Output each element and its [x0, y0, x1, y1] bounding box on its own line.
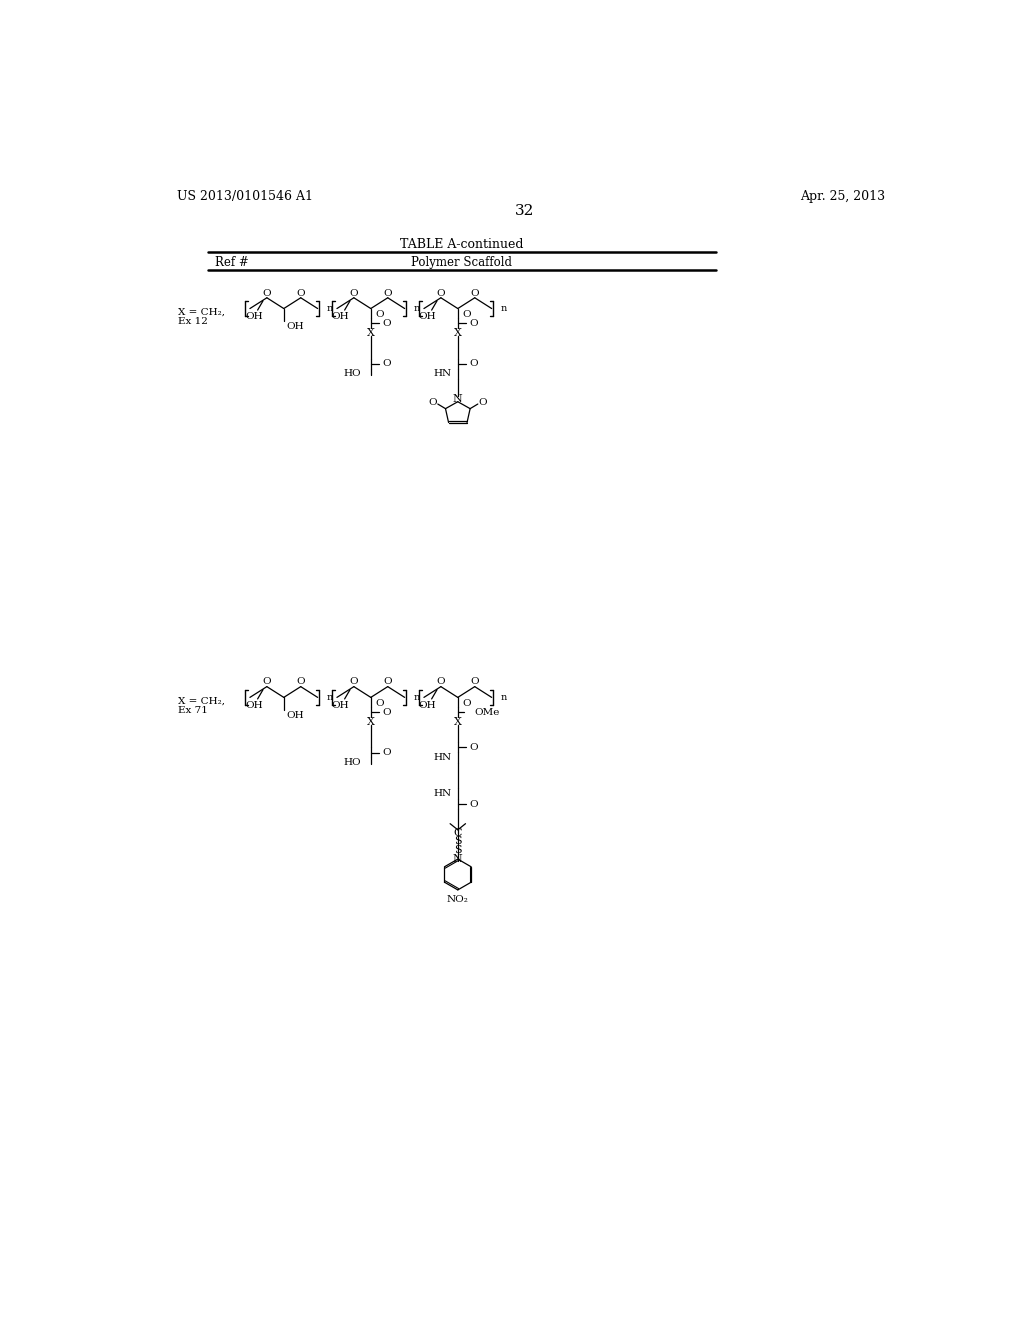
Text: n: n — [413, 693, 420, 702]
Text: S: S — [454, 845, 462, 855]
Text: US 2013/0101546 A1: US 2013/0101546 A1 — [177, 190, 312, 203]
Text: O: O — [296, 289, 305, 297]
Text: O: O — [469, 743, 478, 752]
Text: HO: HO — [344, 370, 361, 379]
Text: X: X — [454, 717, 462, 727]
Text: O: O — [383, 289, 392, 297]
Text: OH: OH — [287, 710, 304, 719]
Text: S: S — [454, 836, 462, 846]
Text: O: O — [349, 677, 358, 686]
Text: O: O — [469, 318, 478, 327]
Text: HN: HN — [433, 752, 452, 762]
Text: O: O — [429, 399, 437, 407]
Text: O: O — [349, 289, 358, 297]
Text: O: O — [436, 677, 445, 686]
Text: HO: HO — [344, 759, 361, 767]
Text: TABLE A-continued: TABLE A-continued — [400, 238, 523, 251]
Text: O: O — [382, 748, 391, 758]
Text: O: O — [382, 708, 391, 717]
Text: HN: HN — [433, 370, 452, 379]
Text: Ex 12: Ex 12 — [178, 317, 208, 326]
Text: n: n — [326, 693, 333, 702]
Text: C: C — [454, 828, 462, 838]
Text: n: n — [500, 693, 507, 702]
Text: n: n — [413, 304, 420, 313]
Text: O: O — [296, 677, 305, 686]
Text: X = CH₂,: X = CH₂, — [178, 308, 225, 317]
Text: Polymer Scaffold: Polymer Scaffold — [412, 256, 512, 269]
Text: NO₂: NO₂ — [446, 895, 469, 904]
Text: OMe: OMe — [475, 708, 500, 717]
Text: O: O — [376, 700, 384, 708]
Text: O: O — [469, 359, 478, 368]
Text: N: N — [453, 395, 463, 404]
Text: O: O — [463, 700, 471, 708]
Text: O: O — [383, 677, 392, 686]
Text: OH: OH — [246, 312, 263, 321]
Text: O: O — [262, 289, 271, 297]
Text: X: X — [367, 329, 375, 338]
Text: OH: OH — [287, 322, 304, 331]
Text: O: O — [436, 289, 445, 297]
Text: O: O — [463, 310, 471, 319]
Text: n: n — [326, 304, 333, 313]
Text: O: O — [478, 399, 486, 407]
Text: X: X — [367, 717, 375, 727]
Text: O: O — [376, 310, 384, 319]
Text: HN: HN — [433, 789, 452, 799]
Text: Ex 71: Ex 71 — [178, 706, 208, 715]
Text: n: n — [500, 304, 507, 313]
Text: 32: 32 — [515, 203, 535, 218]
Text: OH: OH — [418, 312, 436, 321]
Text: Apr. 25, 2013: Apr. 25, 2013 — [801, 190, 886, 203]
Text: OH: OH — [331, 312, 349, 321]
Text: O: O — [470, 289, 479, 297]
Text: OH: OH — [246, 701, 263, 710]
Text: O: O — [262, 677, 271, 686]
Text: OH: OH — [418, 701, 436, 710]
Text: Ref #: Ref # — [215, 256, 249, 269]
Text: X = CH₂,: X = CH₂, — [178, 697, 225, 706]
Text: O: O — [469, 800, 478, 809]
Text: X: X — [454, 329, 462, 338]
Text: OH: OH — [331, 701, 349, 710]
Text: O: O — [382, 318, 391, 327]
Text: O: O — [382, 359, 391, 368]
Text: N: N — [453, 854, 463, 865]
Text: O: O — [470, 677, 479, 686]
